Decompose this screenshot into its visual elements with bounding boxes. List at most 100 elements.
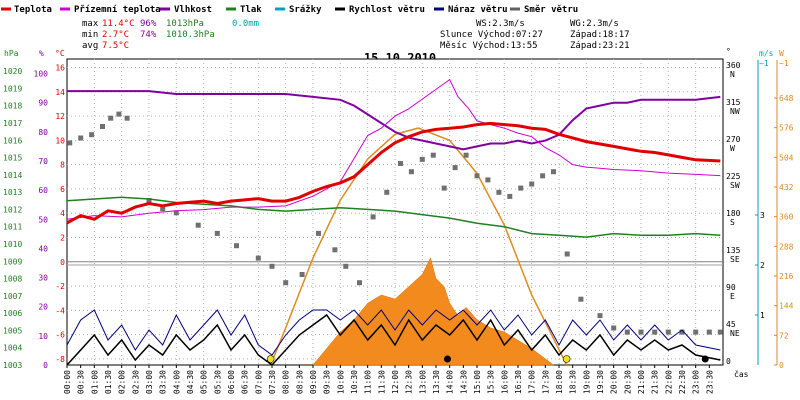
stats-max-temp: 11.4°C <box>102 19 135 29</box>
time-tick-23: 11:30 <box>377 370 386 394</box>
direction-tick-0: 360 <box>726 61 741 70</box>
wind-direction-mark-33 <box>507 193 513 199</box>
direction-tick-1: 315 <box>726 98 741 107</box>
time-tick-38: 19:00 <box>582 370 591 394</box>
ground-temperature-line <box>66 78 721 220</box>
wind-direction-mark-11 <box>214 230 220 236</box>
time-tick-9: 04:30 <box>186 370 195 394</box>
humidity-tick-3: 70 <box>38 157 48 166</box>
temp-tick-7: 2 <box>60 234 65 243</box>
pressure-tick-17: 1003 <box>3 361 22 370</box>
time-tick-7: 03:30 <box>159 370 168 394</box>
info-ws: WS:2.3m/s <box>476 19 525 29</box>
time-tick-41: 20:30 <box>623 370 632 394</box>
wind-direction-mark-42 <box>624 329 630 335</box>
wind-direction-mark-8 <box>160 206 166 212</box>
wind-direction-mark-9 <box>173 210 179 216</box>
sunrise-marker <box>266 355 275 363</box>
stats-max-label: max <box>82 19 99 29</box>
humidity-tick-4: 60 <box>38 186 48 195</box>
solar-theoretical-line <box>269 127 568 366</box>
temp-tick-0: 16 <box>55 64 65 73</box>
time-tick-16: 08:00 <box>282 370 291 394</box>
time-tick-33: 16:30 <box>514 370 523 394</box>
wind-direction-mark-3 <box>100 124 105 129</box>
direction-tick-4: 180 <box>726 209 741 218</box>
direction-label-2: W <box>730 144 735 153</box>
wind-direction-mark-21 <box>370 214 376 220</box>
stats-panel: max 11.4°C 96% 1013hPa 0.0mm min 2.7°C 7… <box>82 19 259 51</box>
solar-tick-7: 144 <box>779 302 794 311</box>
legend-label-5: Rychlost větru <box>349 4 425 15</box>
time-tick-3: 01:30 <box>104 370 113 394</box>
wind-direction-mark-2 <box>89 132 95 138</box>
legend-label-1: Přízemní teplota <box>74 5 161 15</box>
legend: Teplota Přízemní teplota Vlhkost Tlak Srážky… <box>1 4 578 15</box>
wind-direction-mark-0 <box>67 140 73 146</box>
wind-direction-mark-14 <box>269 263 275 269</box>
time-tick-24: 12:00 <box>391 370 400 394</box>
wind-direction-mark-46 <box>679 329 685 335</box>
time-tick-32: 16:00 <box>500 370 509 394</box>
x-axis-label: čas <box>734 369 749 379</box>
wind-direction-mark-27 <box>441 185 447 191</box>
humidity-tick-7: 30 <box>38 274 48 283</box>
time-tick-44: 22:00 <box>664 370 673 394</box>
info-sunset: Západ:18:17 <box>570 30 630 40</box>
wind-direction-mark-25 <box>419 156 425 162</box>
legend-label-4: Srážky <box>289 5 322 15</box>
pressure-tick-13: 1007 <box>3 292 22 301</box>
humidity-tick-6: 40 <box>38 244 48 253</box>
legend-label-0: Teplota <box>14 5 52 15</box>
wind-direction-mark-41 <box>611 325 617 331</box>
temp-tick-6: 4 <box>60 209 65 218</box>
time-tick-42: 21:00 <box>637 370 646 394</box>
wind-direction-mark-15 <box>283 280 289 286</box>
pressure-tick-3: 1017 <box>3 119 22 128</box>
temp-tick-9: -2 <box>55 282 65 291</box>
right-unit-direction: ° <box>726 47 731 56</box>
solar-tick-3: 432 <box>779 183 794 192</box>
legend-label-6: Náraz větru <box>448 4 508 15</box>
humidity-tick-10: 0 <box>43 361 48 370</box>
time-tick-45: 22:30 <box>678 370 687 394</box>
astro-info: WS:2.3m/s WG:2.3m/s Slunce Východ:07:27 … <box>440 19 630 51</box>
legend-label-3: Tlak <box>240 5 262 15</box>
wind-direction-mark-48 <box>706 329 712 335</box>
info-sun: Slunce Východ:07:27 <box>440 30 543 40</box>
stats-min-temp: 2.7°C <box>102 30 129 40</box>
time-tick-5: 02:30 <box>131 370 140 394</box>
time-tick-29: 14:30 <box>459 370 468 394</box>
wind-direction-mark-17 <box>316 230 321 236</box>
legend-label-7: Směr větru <box>524 4 578 15</box>
direction-label-3: SW <box>730 181 740 190</box>
solar-tick-1: 576 <box>779 124 794 133</box>
pressure-tick-1: 1019 <box>3 84 22 93</box>
right-unit-wind: m/s <box>759 49 774 58</box>
wind-direction-mark-32 <box>496 189 502 195</box>
wind-direction-mark-31 <box>485 177 491 183</box>
stats-min-press: 1010.3hPa <box>166 30 215 40</box>
time-tick-27: 13:30 <box>432 370 441 394</box>
wind-direction-mark-29 <box>463 152 469 158</box>
wind-direction-mark-39 <box>578 296 584 302</box>
temp-tick-11: -6 <box>55 331 65 340</box>
wind-direction-mark-10 <box>195 222 201 228</box>
right-top-label-1: ~1 <box>779 59 789 68</box>
time-tick-10: 05:00 <box>200 370 209 394</box>
wind-direction-mark-40 <box>597 313 603 319</box>
direction-label-6: E <box>730 292 735 301</box>
moonset-marker <box>701 355 709 363</box>
wind-direction-mark-12 <box>234 243 239 249</box>
wind-direction-mark-45 <box>665 329 671 335</box>
temp-tick-5: 6 <box>60 185 65 194</box>
wind-direction-mark-28 <box>452 165 458 171</box>
humidity-tick-8: 20 <box>38 303 48 312</box>
direction-tick-2: 270 <box>726 135 741 144</box>
wind-direction-mark-43 <box>638 329 644 335</box>
humidity-tick-2: 80 <box>38 128 48 137</box>
direction-label-0: N <box>730 70 735 79</box>
wind-direction-mark-47 <box>693 329 699 335</box>
direction-label-4: S <box>730 218 735 227</box>
wind-direction-mark-23 <box>398 161 403 166</box>
